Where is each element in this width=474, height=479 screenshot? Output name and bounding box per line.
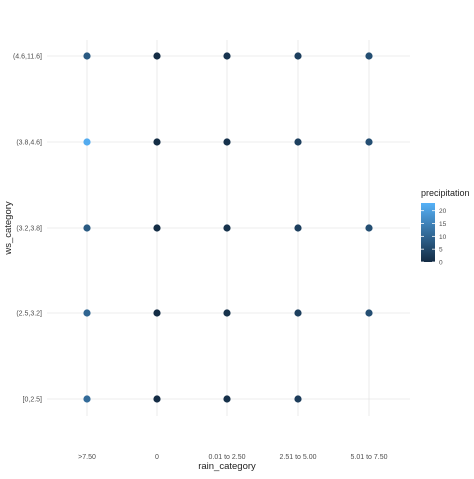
data-point [153, 138, 161, 146]
data-point [153, 52, 161, 60]
data-point [153, 224, 161, 232]
legend-title: precipitation [421, 188, 470, 198]
colorbar [421, 203, 435, 262]
legend-tick-label: 5 [439, 247, 443, 254]
y-tick-label: (2.5,3.2] [16, 311, 42, 318]
data-point [223, 395, 231, 403]
legend-tick-label: 15 [439, 221, 447, 228]
data-point [153, 309, 161, 317]
data-point [223, 309, 231, 317]
x-tick-label: 0.01 to 2.50 [209, 454, 246, 461]
legend: precipitation 0 5 10 15 20 [421, 188, 470, 267]
points [83, 52, 373, 403]
x-tick-labels: >7.50 0 0.01 to 2.50 2.51 to 5.00 5.01 to 7.… [78, 454, 387, 461]
x-tick-label: >7.50 [78, 454, 96, 461]
x-tick-label: 5.01 to 7.50 [351, 454, 388, 461]
data-point [365, 138, 373, 146]
data-point [83, 309, 91, 317]
y-tick-label: [0,2.5] [23, 397, 43, 404]
data-point [294, 309, 302, 317]
x-axis-label: rain_category [198, 461, 256, 472]
x-tick-label: 2.51 to 5.00 [280, 454, 317, 461]
data-point [294, 224, 302, 232]
legend-tick-label: 20 [439, 208, 447, 215]
data-point [365, 52, 373, 60]
data-point [223, 224, 231, 232]
data-point [83, 224, 91, 232]
y-tick-label: (4.6,11.6] [13, 54, 42, 61]
legend-ticks: 0 5 10 15 20 [421, 208, 447, 267]
data-point [153, 395, 161, 403]
y-axis-label: ws_category [3, 201, 14, 256]
data-point [223, 52, 231, 60]
data-point [83, 395, 91, 403]
data-point [294, 395, 302, 403]
data-point [294, 52, 302, 60]
data-point [294, 138, 302, 146]
y-tick-label: (3.8,4.6] [16, 140, 42, 147]
data-point [83, 138, 91, 146]
y-tick-label: (3.2,3.8] [16, 226, 42, 233]
legend-tick-label: 0 [439, 260, 443, 267]
data-point [83, 52, 91, 60]
y-tick-labels: [0,2.5] (2.5,3.2] (3.2,3.8] (3.8,4.6] (4.6,1… [13, 54, 42, 404]
data-point [365, 309, 373, 317]
data-point [365, 224, 373, 232]
x-tick-label: 0 [155, 454, 159, 461]
data-point [223, 138, 231, 146]
legend-tick-label: 10 [439, 234, 447, 241]
